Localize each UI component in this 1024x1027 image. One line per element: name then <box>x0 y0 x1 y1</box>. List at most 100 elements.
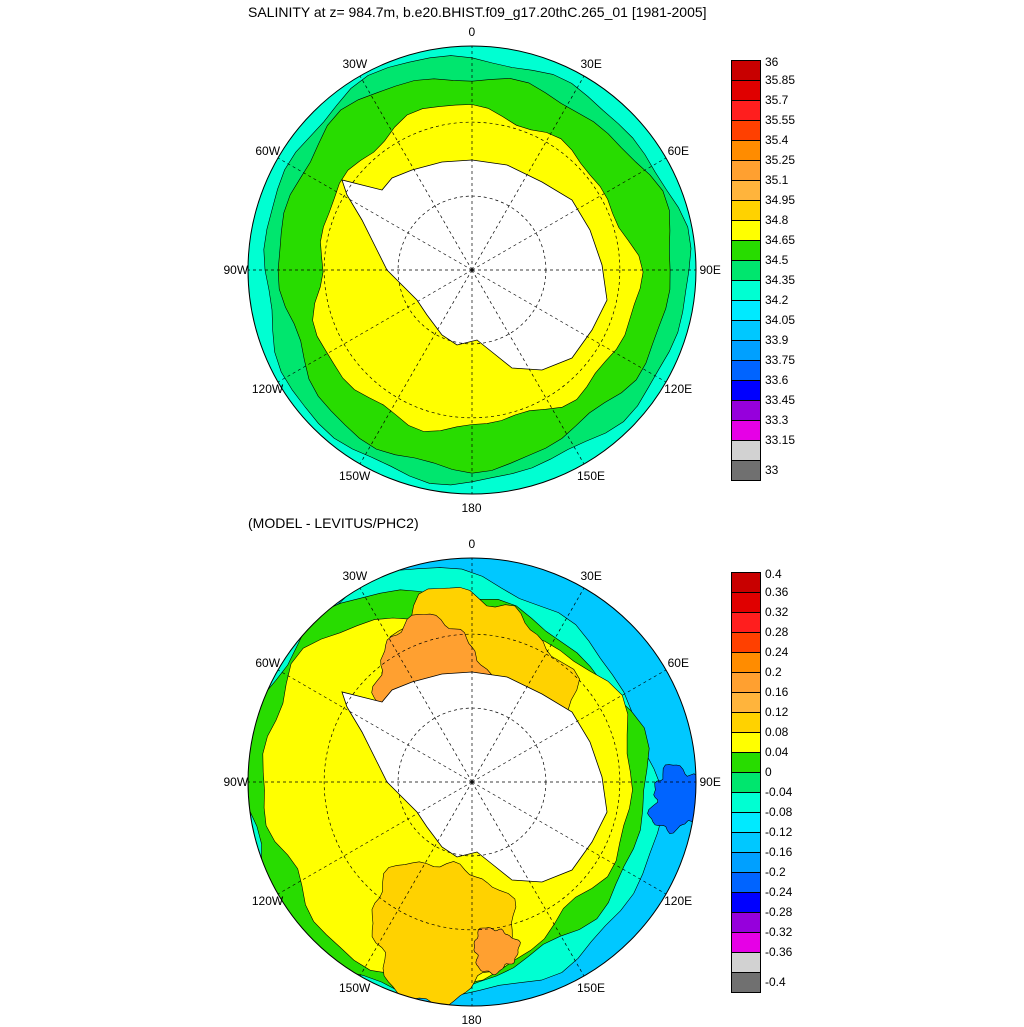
colorbar-swatch <box>731 712 761 733</box>
antarctica-land <box>341 159 608 371</box>
colorbar-swatch <box>731 912 761 933</box>
lon-label: 60W <box>255 656 281 670</box>
colorbar-swatch <box>731 832 761 853</box>
colorbar-tick-label: 35.25 <box>765 153 796 167</box>
colorbar-swatch <box>731 772 761 793</box>
lon-label: 90W <box>223 775 249 789</box>
colorbar-swatch <box>731 280 761 301</box>
colorbar-swatch <box>731 892 761 913</box>
colorbar-swatch <box>731 872 761 893</box>
colorbar-tick-label: -0.24 <box>765 885 793 899</box>
colorbar-swatch <box>731 80 761 101</box>
colorbar-swatch <box>731 240 761 261</box>
bottom-map <box>247 557 697 1007</box>
colorbar-tick-label: 34.5 <box>765 253 789 267</box>
colorbar-swatch <box>731 160 761 181</box>
colorbar-swatch <box>731 380 761 401</box>
colorbar-tick-label: -0.16 <box>765 845 793 859</box>
colorbar-swatch <box>731 632 761 653</box>
lon-label: 30E <box>580 568 602 583</box>
colorbar-tick-label: 0.16 <box>765 685 789 699</box>
colorbar-swatch <box>731 140 761 161</box>
lon-label: 120W <box>251 382 284 396</box>
colorbar-swatch <box>731 932 761 953</box>
colorbar-tick-label: 33.45 <box>765 393 796 407</box>
colorbar-swatch <box>731 732 761 753</box>
colorbar-tick-label: 0.12 <box>765 705 789 719</box>
lon-label: 180 <box>461 1013 482 1027</box>
graticule <box>248 558 696 1006</box>
lon-label: 150E <box>577 981 606 996</box>
colorbar-tick-label: 36 <box>765 55 779 69</box>
colorbar-swatch <box>731 672 761 693</box>
colorbar-swatch <box>731 612 761 633</box>
colorbar-tick-label: 34.35 <box>765 273 796 287</box>
lon-label: 150W <box>339 469 371 484</box>
colorbar-swatch <box>731 120 761 141</box>
colorbar-swatch <box>731 792 761 813</box>
lon-label: 30W <box>342 568 368 583</box>
colorbar-tick-label: 34.8 <box>765 213 789 227</box>
colorbar-swatch <box>731 300 761 321</box>
colorbar-tick-label: 33.9 <box>765 333 789 347</box>
colorbar-tick-label: 33.6 <box>765 373 789 387</box>
colorbar-tick-label: 35.4 <box>765 133 789 147</box>
lon-label: 60E <box>667 144 689 158</box>
colorbar-swatch <box>731 320 761 341</box>
colorbar-swatch <box>731 572 761 593</box>
bottom-colorbar: 0.4 0.36 0.32 0.28 0.24 0.2 0.16 0.12 0.08 0.04 0 -… <box>731 567 792 993</box>
lon-label: 60E <box>667 656 689 670</box>
map-border <box>247 45 697 495</box>
lon-label: 30W <box>342 56 368 71</box>
lon-label: 60W <box>255 144 281 158</box>
colorbar-swatch <box>731 972 761 993</box>
lon-label: 120E <box>664 382 693 396</box>
colorbar-tick-label: 0.28 <box>765 625 789 639</box>
lon-label: 0 <box>468 537 476 551</box>
colorbar-tick-label: 34.95 <box>765 193 796 207</box>
colorbar-tick-label: 0.2 <box>765 665 782 679</box>
region-warm-south <box>371 861 517 1006</box>
top-colorbar: 36 35.85 35.7 35.55 35.4 35.25 35.1 34.95 34.8 34… <box>731 55 795 481</box>
colorbar-tick-label: -0.36 <box>765 945 793 959</box>
lon-label: 90E <box>699 263 721 277</box>
colorbar-tick-label: -0.4 <box>765 975 786 989</box>
colorbar-swatch <box>731 852 761 873</box>
antarctica-land <box>341 671 608 883</box>
colorbar-tick-label: 0.36 <box>765 585 789 599</box>
colorbar-swatch <box>731 812 761 833</box>
colorbar-swatch <box>731 752 761 773</box>
top-map <box>247 45 697 495</box>
top-map-title: SALINITY at z= 984.7m, b.e20.BHIST.f09_g… <box>248 4 707 20</box>
lon-label: 120E <box>664 894 693 908</box>
colorbar-tick-label: 35.85 <box>765 73 796 87</box>
colorbar-swatch <box>731 592 761 613</box>
colorbar-swatch <box>731 460 761 481</box>
colorbar-tick-label: 34.65 <box>765 233 796 247</box>
lon-label: 90E <box>699 775 721 789</box>
region-hot-south <box>473 927 521 976</box>
colorbar-tick-label: 0.24 <box>765 645 789 659</box>
colorbar-swatch <box>731 440 761 461</box>
colorbar-tick-label: 34.2 <box>765 293 789 307</box>
colorbar-tick-label: -0.12 <box>765 825 793 839</box>
colorbar-swatch <box>731 340 761 361</box>
lon-label: 120W <box>251 894 284 908</box>
colorbar-tick-label: -0.2 <box>765 865 786 879</box>
map-border <box>247 557 697 1007</box>
colorbar-swatch <box>731 360 761 381</box>
lon-label: 180 <box>461 501 482 515</box>
colorbar-swatch <box>731 100 761 121</box>
colorbar-swatch <box>731 952 761 973</box>
colorbar-swatch <box>731 420 761 441</box>
colorbar-tick-label: 33.75 <box>765 353 796 367</box>
colorbar-tick-label: 0.32 <box>765 605 789 619</box>
lon-label: 0 <box>468 25 476 39</box>
colorbar-swatch <box>731 652 761 673</box>
colorbar-tick-label: 33.3 <box>765 413 789 427</box>
colorbar-tick-label: 33 <box>765 463 779 477</box>
colorbar-tick-label: -0.04 <box>765 785 793 799</box>
colorbar-swatch <box>731 692 761 713</box>
lon-label: 150W <box>339 981 371 996</box>
